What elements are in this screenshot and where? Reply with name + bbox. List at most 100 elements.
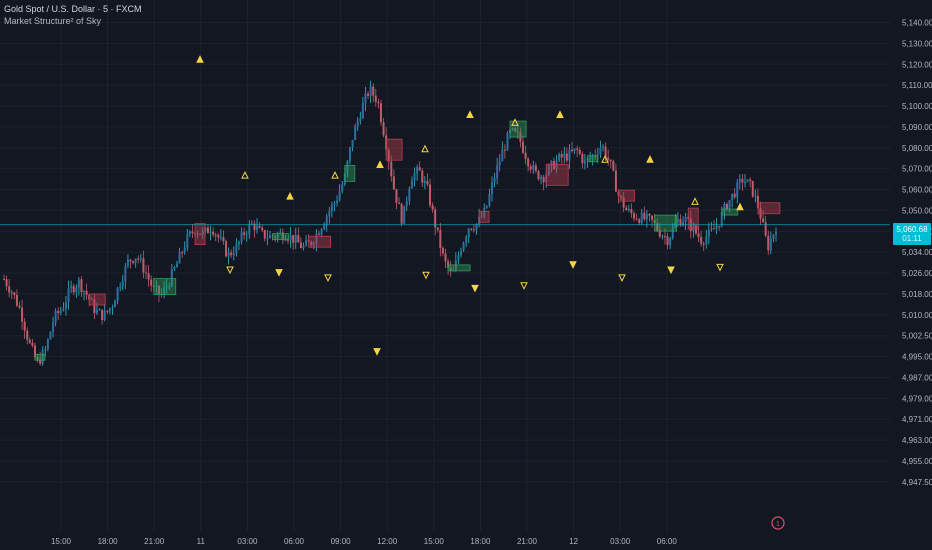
- last-price-value: 5,060.68: [896, 225, 928, 234]
- candle-body: [346, 160, 349, 174]
- candle: [36, 354, 39, 363]
- candle-body: [607, 157, 610, 160]
- candle: [289, 227, 292, 248]
- candle: [511, 127, 514, 131]
- candle-body: [731, 193, 734, 201]
- candle: [578, 147, 581, 156]
- candle-body: [170, 269, 173, 286]
- candle-body: [651, 215, 654, 220]
- candle: [333, 200, 336, 212]
- swing-high-marker: [511, 118, 519, 126]
- candle: [54, 308, 57, 327]
- candle-body: [98, 309, 101, 311]
- candle: [132, 260, 135, 265]
- candle: [700, 230, 703, 247]
- y-tick-label: 4,995.00: [902, 353, 932, 362]
- candle-body: [620, 195, 623, 198]
- candle-body: [759, 208, 762, 219]
- candle-body: [281, 232, 284, 241]
- candle: [119, 282, 122, 292]
- x-axis: 15:00 18:00 21:00 11 03:00 06:00 09:00 12:00 15:…: [51, 537, 677, 546]
- candle: [77, 277, 80, 296]
- candle: [382, 117, 385, 138]
- candle-body: [250, 223, 253, 225]
- candle-body: [305, 240, 308, 246]
- candle: [625, 205, 628, 211]
- candle-body: [165, 286, 168, 288]
- candle: [338, 184, 341, 202]
- y-tick-label: 5,050.00: [902, 206, 932, 215]
- candle: [98, 308, 101, 311]
- candle-body: [762, 218, 765, 223]
- candle-body: [408, 188, 411, 202]
- candle: [302, 242, 305, 251]
- candle: [630, 203, 633, 218]
- candle: [488, 188, 491, 208]
- candle: [67, 280, 70, 310]
- candle: [426, 173, 429, 187]
- candle: [547, 163, 550, 177]
- candle-body: [232, 254, 235, 256]
- x-tick-label: 18:00: [470, 537, 491, 546]
- bullish-box: [34, 353, 46, 361]
- candle: [741, 173, 744, 191]
- candle-body: [5, 279, 8, 287]
- candle-body: [630, 208, 633, 214]
- y-tick-label: 5,090.00: [902, 123, 932, 132]
- candle: [529, 163, 532, 174]
- candle: [640, 208, 643, 225]
- candle: [775, 227, 777, 242]
- candle: [431, 202, 434, 213]
- y-tick-label: 5,140.00: [902, 19, 932, 28]
- swing-high-marker: [376, 160, 384, 169]
- candle-body: [439, 229, 442, 249]
- candle: [635, 213, 638, 221]
- candle-body: [80, 279, 83, 293]
- candle: [405, 196, 408, 212]
- bearish-box: [545, 163, 569, 186]
- candle-body: [744, 182, 747, 184]
- candle-body: [106, 310, 109, 312]
- candle: [540, 174, 543, 185]
- candle-body: [323, 224, 326, 230]
- candle-body: [284, 240, 287, 242]
- candle-body: [377, 101, 380, 104]
- candle-body: [95, 309, 98, 314]
- candle: [348, 146, 351, 165]
- indicator-legend[interactable]: Market Structure² of Sky: [4, 16, 102, 26]
- candle: [516, 124, 519, 140]
- swing-high-marker: [601, 155, 609, 163]
- candle-body: [338, 191, 341, 201]
- candle-body: [299, 242, 302, 248]
- candle-body: [769, 239, 772, 251]
- candle: [498, 154, 501, 172]
- candle-body: [627, 208, 630, 211]
- candle: [294, 227, 297, 250]
- x-tick-label: 15:00: [51, 537, 72, 546]
- candle: [59, 306, 62, 316]
- candle-body: [83, 290, 86, 293]
- candle: [57, 307, 60, 321]
- candle: [496, 157, 499, 185]
- candle-body: [534, 165, 537, 171]
- x-tick-label: 06:00: [657, 537, 678, 546]
- structure-boxes: [34, 120, 781, 361]
- candle-body: [506, 133, 509, 151]
- candle-body: [325, 216, 328, 225]
- symbol-title[interactable]: Gold Spot / U.S. Dollar · 5 · FXCM: [4, 4, 142, 14]
- candle: [46, 338, 49, 352]
- candle: [186, 228, 189, 251]
- candle-body: [713, 228, 716, 230]
- candle: [41, 346, 44, 366]
- candle-body: [116, 287, 119, 301]
- candle: [212, 227, 215, 237]
- candle: [627, 204, 630, 213]
- swing-high-marker: [736, 202, 744, 211]
- candle: [501, 141, 504, 162]
- candle: [754, 189, 757, 203]
- candle-body: [367, 93, 370, 96]
- y-tick-label: 5,100.00: [902, 102, 932, 111]
- candle: [470, 228, 473, 231]
